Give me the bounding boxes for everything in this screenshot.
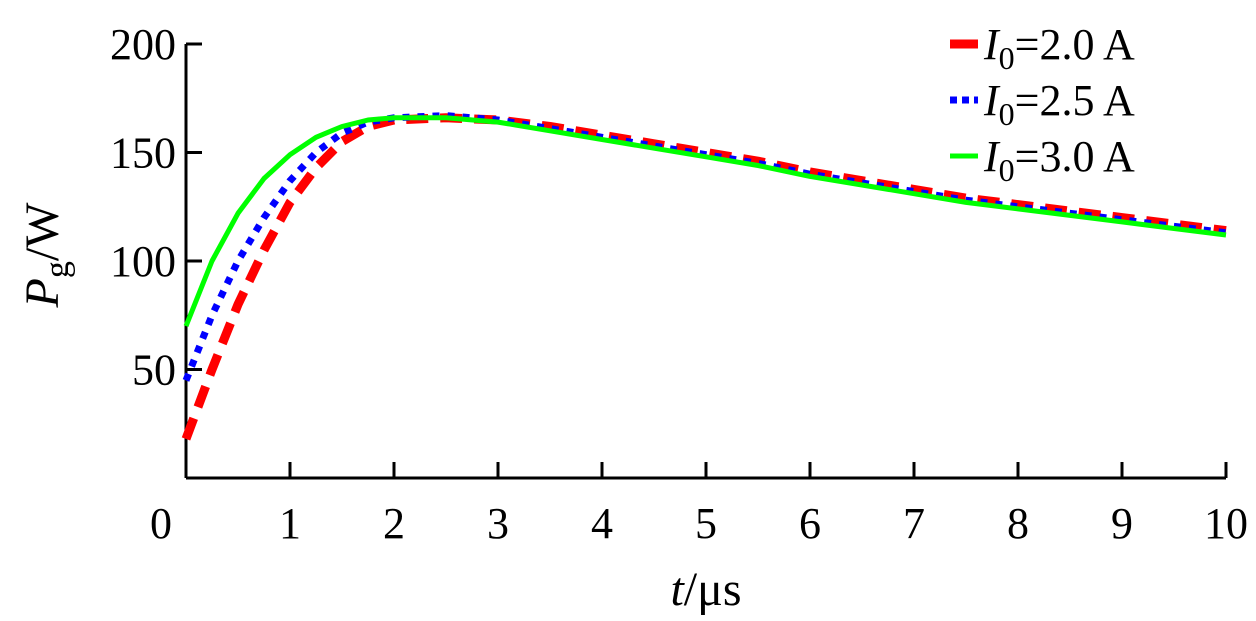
x-tick-label: 10 bbox=[1204, 499, 1248, 548]
tick-labels: 50 100 150 200 0 1 2 3 4 5 6 7 8 9 10 bbox=[110, 20, 1248, 548]
y-tick-label: 150 bbox=[110, 129, 176, 178]
x-tick-label: 3 bbox=[487, 499, 509, 548]
y-axis-title: Pg/W bbox=[16, 202, 76, 309]
x-tick-label: 2 bbox=[383, 499, 405, 548]
x-axis-title: t/μs bbox=[670, 563, 741, 616]
y-axis-unit: W bbox=[16, 202, 69, 248]
y-axis-separator: / bbox=[16, 247, 69, 261]
legend-label-1: I0=2.0 A bbox=[983, 20, 1135, 76]
y-axis-symbol: P bbox=[16, 278, 69, 308]
legend-label-3: I0=3.0 A bbox=[983, 132, 1135, 188]
legend-label-2: I0=2.5 A bbox=[983, 76, 1135, 132]
series-lines bbox=[181, 112, 1227, 441]
series-line-3 bbox=[183, 115, 1227, 328]
y-axis-subscript: g bbox=[39, 261, 76, 278]
x-tick-label: 1 bbox=[279, 499, 301, 548]
x-tick-label: 8 bbox=[1007, 499, 1029, 548]
x-tick-label: 9 bbox=[1111, 499, 1133, 548]
x-tick-label: 0 bbox=[150, 499, 172, 548]
series-line-1 bbox=[181, 113, 1227, 441]
x-tick-label: 6 bbox=[799, 499, 821, 548]
x-axis-separator: / bbox=[684, 563, 698, 616]
x-tick-label: 5 bbox=[695, 499, 717, 548]
y-tick-label: 100 bbox=[110, 237, 176, 286]
x-tick-label: 4 bbox=[591, 499, 613, 548]
ticks bbox=[186, 42, 1228, 478]
x-axis-symbol: t bbox=[670, 563, 685, 616]
y-tick-label: 50 bbox=[132, 346, 176, 395]
x-tick-label: 7 bbox=[903, 499, 925, 548]
y-tick-label: 200 bbox=[110, 20, 176, 69]
legend: I0=2.0 AI0=2.5 AI0=3.0 A bbox=[950, 20, 1135, 188]
x-axis-unit: μs bbox=[697, 563, 741, 616]
